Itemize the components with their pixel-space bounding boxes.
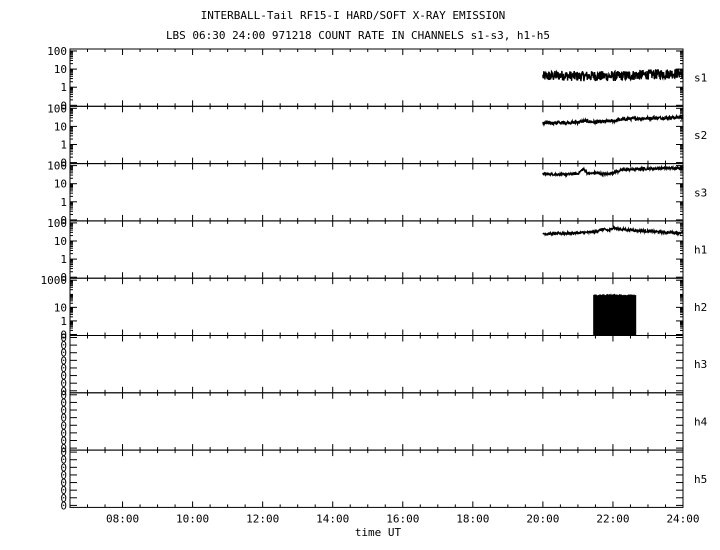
channel-label-h3: h3 — [694, 358, 707, 371]
y-tick-label: 0 — [60, 214, 67, 227]
y-tick-label: 0 — [60, 396, 67, 409]
y-tick-label: 1 — [60, 139, 67, 152]
figure-subtitle: LBS 06:30 24:00 971218 COUNT RATE IN CHA… — [166, 29, 550, 42]
y-tick-label: 0 — [60, 419, 67, 432]
x-tick-label: 14:00 — [316, 512, 349, 525]
y-tick-label: 10 — [54, 63, 67, 76]
y-tick-label: 1 — [60, 253, 67, 266]
y-tick-label: 0 — [60, 404, 67, 417]
y-tick-label: 0 — [60, 499, 67, 512]
y-tick-label: 0 — [60, 389, 67, 402]
panel-stack: 1001010s11001010s21001010s31001010h11000… — [41, 45, 708, 512]
channel-label-s1: s1 — [694, 72, 707, 85]
y-tick-label: 0 — [60, 362, 67, 375]
y-tick-label: 0 — [60, 412, 67, 425]
data-trace-h2 — [593, 293, 637, 335]
x-tick-label: 08:00 — [106, 512, 139, 525]
x-tick-label: 22:00 — [596, 512, 629, 525]
panel-frame-h5 — [69, 449, 684, 508]
channel-label-s2: s2 — [694, 129, 707, 142]
y-tick-label: 0 — [60, 492, 67, 505]
y-tick-label: 0 — [60, 434, 67, 447]
y-tick-label: 0 — [60, 99, 67, 112]
y-tick-label: 10 — [54, 301, 67, 314]
y-tick-label: 1 — [60, 315, 67, 328]
time-axis: 08:00 10:00 12:00 14:00 16:00 18:00 20:00 22:00… — [106, 512, 700, 525]
y-tick-label: 0 — [60, 484, 67, 497]
y-tick-label: 0 — [60, 354, 67, 367]
y-tick-label: 0 — [60, 454, 67, 467]
x-tick-label: 10:00 — [176, 512, 209, 525]
y-tick-label: 0 — [60, 271, 67, 284]
y-tick-label: 1 — [60, 81, 67, 94]
x-tick-label: 24:00 — [666, 512, 699, 525]
x-tick-label: 20:00 — [526, 512, 559, 525]
y-tick-label: 0 — [60, 157, 67, 170]
y-tick-label: 0 — [60, 332, 67, 345]
data-trace-h1 — [542, 225, 684, 237]
y-tick-label: 0 — [60, 377, 67, 390]
data-trace-s3 — [542, 164, 684, 179]
channel-label-h2: h2 — [694, 301, 707, 314]
y-tick-label: 100 — [47, 102, 67, 115]
y-tick-label: 0 — [60, 370, 67, 383]
figure-title: INTERBALL-Tail RF15-I HARD/SOFT X-RAY EM… — [201, 9, 506, 22]
y-tick-label: 0 — [60, 329, 67, 342]
y-tick-label: 0 — [60, 446, 67, 459]
y-tick-label: 0 — [60, 442, 67, 455]
data-trace-s2 — [542, 113, 684, 127]
panel-frame-h4 — [69, 392, 684, 451]
x-tick-label: 12:00 — [246, 512, 279, 525]
x-axis-label: time UT — [355, 526, 402, 539]
panel-frame-h2 — [69, 277, 684, 337]
panel-frame-h1 — [69, 220, 684, 279]
y-tick-label: 100 — [47, 160, 67, 173]
x-tick-label: 16:00 — [386, 512, 419, 525]
y-tick-label: 1 — [60, 196, 67, 209]
y-tick-label: 1000 — [41, 274, 68, 287]
channel-label-s3: s3 — [694, 186, 707, 199]
panel-frame-s2 — [69, 105, 684, 165]
channel-label-h5: h5 — [694, 473, 707, 486]
channel-label-h4: h4 — [694, 415, 708, 428]
panel-frame-h3 — [69, 335, 684, 394]
y-tick-label: 0 — [60, 461, 67, 474]
y-tick-label: 0 — [60, 469, 67, 482]
x-tick-label: 18:00 — [456, 512, 489, 525]
y-tick-label: 10 — [54, 120, 67, 133]
y-tick-label: 10 — [54, 235, 67, 248]
y-tick-label: 0 — [60, 427, 67, 440]
data-trace-s1 — [542, 68, 684, 82]
y-tick-label: 100 — [47, 217, 67, 230]
y-tick-label: 0 — [60, 477, 67, 490]
panel-frame-s3 — [69, 163, 684, 222]
y-tick-label: 100 — [47, 45, 67, 58]
y-tick-label: 0 — [60, 347, 67, 360]
channel-label-h1: h1 — [694, 244, 707, 257]
y-tick-label: 10 — [54, 178, 67, 191]
y-tick-label: 0 — [60, 339, 67, 352]
y-tick-label: 0 — [60, 385, 67, 398]
